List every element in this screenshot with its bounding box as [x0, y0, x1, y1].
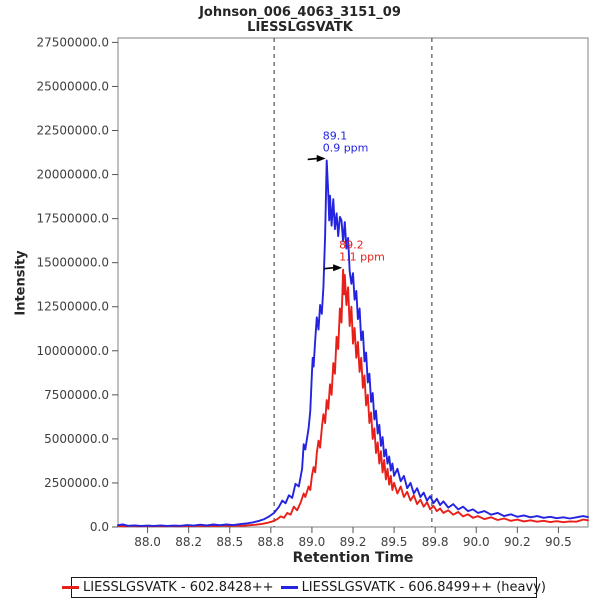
x-tick-label: 90.5 [545, 535, 572, 549]
peak-annotation-ppm[interactable]: 0.9 ppm [323, 141, 369, 154]
y-tick-label: 7500000.0 [44, 388, 109, 402]
x-tick-label: 89.8 [422, 535, 449, 549]
chromatogram-trace[interactable] [117, 268, 589, 528]
legend-entry-light: LIESSLGSVATK - 602.8428++ [62, 580, 274, 595]
y-tick-label: 12500000.0 [36, 300, 109, 314]
light-series-line-icon [62, 586, 80, 589]
peak-annotation-rt[interactable]: 89.1 [323, 129, 348, 142]
annotation-arrow-tail [307, 157, 318, 161]
chart-title-file: Johnson_006_4063_3151_09 [199, 5, 401, 20]
y-tick-label: 0.0 [90, 520, 109, 534]
chart-title-peptide: LIESSLGSVATK [247, 20, 353, 35]
heavy-series-line-icon [280, 586, 298, 589]
x-axis-label: Retention Time [292, 550, 414, 566]
x-tick-label: 88.0 [134, 535, 161, 549]
x-tick-label: 89.5 [381, 535, 408, 549]
legend-label-light: LIESSLGSVATK - 602.8428++ [83, 580, 274, 595]
annotation-arrow-icon [316, 154, 326, 162]
x-tick-label: 90.2 [504, 535, 531, 549]
y-tick-label: 22500000.0 [36, 124, 109, 138]
chromatogram-trace[interactable] [117, 159, 589, 527]
x-tick-label: 89.2 [340, 535, 367, 549]
y-tick-label: 2500000.0 [44, 476, 109, 490]
peak-annotation-rt[interactable]: 89.2 [339, 239, 364, 252]
x-tick-label: 89.0 [299, 535, 326, 549]
x-tick-label: 88.8 [257, 535, 284, 549]
legend-label-heavy: LIESSLGSVATK - 606.8499++ (heavy) [301, 580, 546, 595]
chart-title: Johnson_006_4063_3151_09 LIESSLGSVATK [0, 5, 600, 35]
y-tick-label: 17500000.0 [36, 212, 109, 226]
y-tick-label: 15000000.0 [36, 256, 109, 270]
y-tick-label: 10000000.0 [36, 344, 109, 358]
legend-entry-heavy: LIESSLGSVATK - 606.8499++ (heavy) [280, 580, 546, 595]
y-tick-label: 20000000.0 [36, 168, 109, 182]
x-tick-label: 88.2 [175, 535, 202, 549]
x-tick-label: 90.0 [463, 535, 490, 549]
x-tick-label: 88.5 [216, 535, 243, 549]
legend: LIESSLGSVATK - 602.8428++ LIESSLGSVATK -… [62, 577, 546, 598]
y-tick-label: 25000000.0 [36, 79, 109, 93]
y-tick-label: 27500000.0 [36, 35, 109, 49]
peak-annotation-ppm[interactable]: 1.1 ppm [339, 251, 385, 264]
annotation-arrow-icon [333, 264, 343, 272]
y-tick-label: 5000000.0 [44, 432, 109, 446]
annotation-arrow-tail [324, 266, 335, 270]
